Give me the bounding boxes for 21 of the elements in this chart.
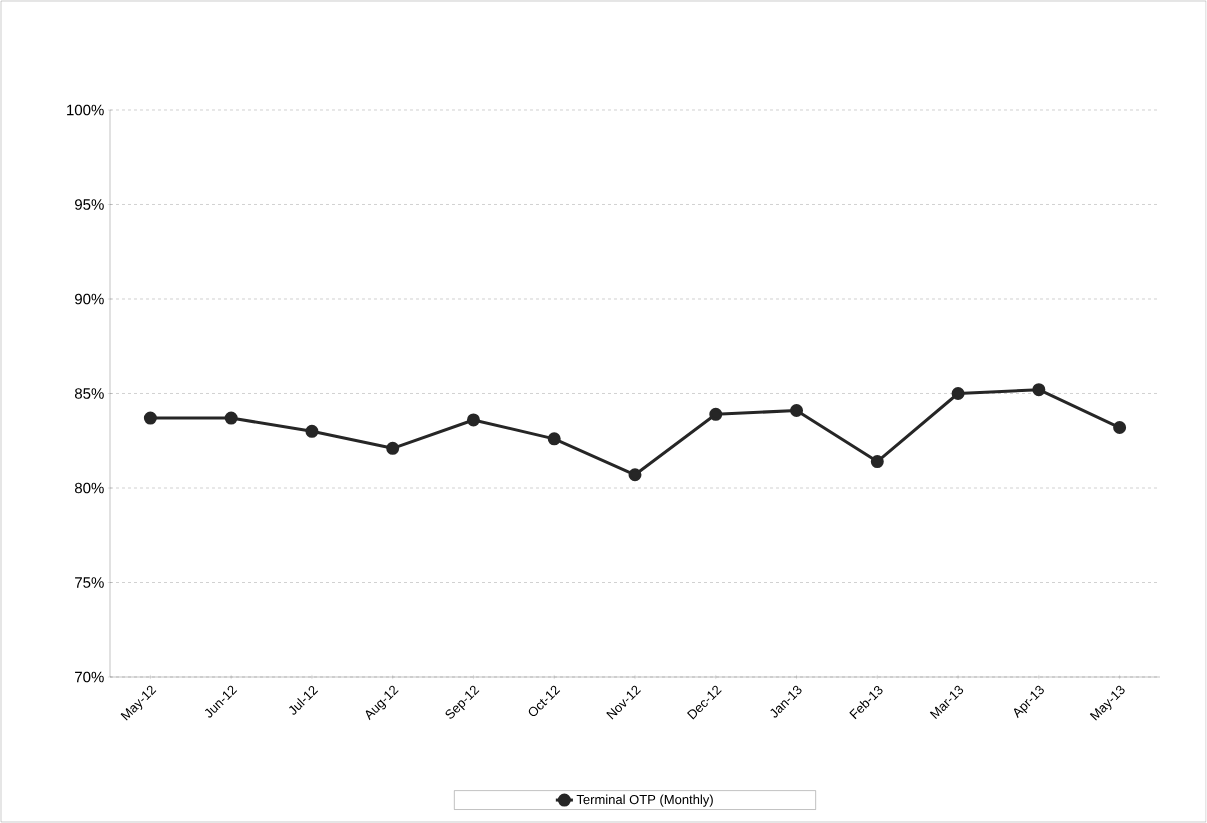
point <box>709 407 723 421</box>
point <box>1032 383 1046 397</box>
legend-label: Terminal OTP (Monthly) <box>576 794 713 807</box>
y-tick-label: 80% <box>74 482 104 494</box>
point <box>466 413 480 427</box>
y-tick-label: 70% <box>75 671 104 683</box>
point <box>143 411 157 425</box>
point <box>628 468 642 482</box>
y-tick-label: 85% <box>74 388 104 399</box>
y-tick-label: 95% <box>75 199 104 210</box>
point <box>547 432 561 446</box>
point <box>870 455 884 469</box>
point <box>386 441 400 455</box>
y-tick-label: 90% <box>75 293 104 305</box>
point <box>224 411 238 425</box>
y-tick-label: 75% <box>75 577 104 588</box>
point <box>305 424 319 438</box>
y-tick-label: 100% <box>67 104 104 116</box>
point <box>1113 421 1127 435</box>
point <box>790 404 804 418</box>
point <box>951 387 965 400</box>
